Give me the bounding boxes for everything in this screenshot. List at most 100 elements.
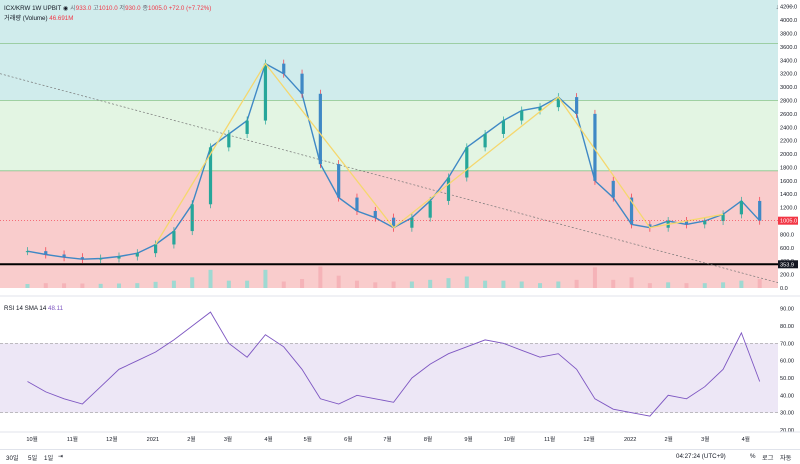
volume-bar [592,267,597,288]
volume-bar [391,281,396,288]
volume-bar [171,280,176,288]
candle-body [611,180,615,198]
candle-body [446,177,451,201]
more-icon[interactable]: ⋯ [787,4,794,11]
volume-bar [263,269,268,288]
price-tick-label: 2800.0 [780,98,797,104]
volume-bar [519,281,524,288]
candle-body [80,257,84,260]
candle-body [245,120,249,134]
candle-body [556,97,560,108]
candle-body [208,147,213,205]
price-tick-label: 1600.0 [780,179,797,185]
price-tick-label: 3000.0 [780,85,797,91]
price-tick-label: 1200.0 [780,206,797,212]
volume-bar [409,281,414,288]
price-tick-label: 4200.0 [780,5,797,11]
close-label: 종 [142,5,149,12]
volume-legend[interactable]: 거래량 (Volume) 46.691M [4,13,73,22]
volume-bar [647,283,652,288]
candle-body [575,97,579,114]
volume-bar [666,282,671,288]
percent-toggle[interactable]: % [750,453,756,460]
rsi-legend[interactable]: RSI 14 SMA 14 48.11 [4,305,63,312]
volume-label: 거래량 (Volume) [4,15,48,22]
symbol-name[interactable]: ICX/KRW [4,5,31,12]
time-tick-label: 11월 [544,435,555,443]
time-tick-label: 11월 [67,435,78,443]
time-tick-label: 2월 [187,435,195,443]
bottom-toolbar: 30일 5일 1일 ⇥ 04:27:24 (UTC+9) % 로그 자동 [0,449,800,463]
volume-bar [721,282,726,288]
volume-bar [336,275,341,288]
zigzag-overlay [155,62,724,245]
candle-body [501,120,506,134]
candle-body [465,147,469,178]
candle-body [538,107,542,111]
candle-body [703,221,707,225]
volume-bar [684,283,689,288]
open-value: 933.0 [75,5,92,12]
time-tick-label: 3월 [224,435,232,443]
time-tick-label: 3월 [701,435,709,443]
volume-bar [25,284,30,288]
clock[interactable]: 04:27:24 (UTC+9) [676,453,726,460]
pane-controls[interactable]: ↓ ⋯ [776,3,794,11]
candle-body [721,214,725,222]
candle-body [410,217,414,228]
candle-body [117,256,121,259]
low-label: 저 [119,5,126,12]
candle-body [62,254,66,258]
open-label: 시 [70,5,76,12]
low-value: 930.0 [125,5,141,12]
log-toggle[interactable]: 로그 [762,455,774,462]
volume-bar [574,279,579,288]
auto-toggle[interactable]: 자동 [780,455,792,462]
range-5d-button[interactable]: 5일 [28,455,38,462]
candle-body [684,221,689,225]
symbol-legend[interactable]: ICX/KRW 1W UPBIT ◉ 시933.0 고1010.0 저930.0… [4,3,211,12]
arrow-down-icon[interactable]: ↓ [775,4,780,11]
volume-bar [446,278,451,288]
rsi-tick-label: 20.00 [780,428,794,434]
candle-body [337,164,341,198]
volume-bar [373,282,378,288]
rsi-line [27,311,761,417]
candle-body [44,251,48,255]
candle-body [300,73,304,94]
price-tick-label: 1800.0 [780,165,797,171]
time-tick-label: 7월 [383,435,391,443]
interval[interactable]: 1W [32,5,42,12]
volume-bar [43,283,48,288]
eye-icon[interactable]: ◉ [62,5,69,12]
date-range-icon[interactable]: ⇥ [58,453,64,460]
volume-bar [428,279,433,288]
range-30d-button[interactable]: 30일 [6,455,19,462]
volume-bar [281,281,286,288]
volume-bar [80,283,85,288]
time-tick-label: 2022 [624,437,636,443]
current-price-tag-bg [778,216,798,225]
change-value: +72.0 (+7.72%) [168,5,212,12]
candle-body [373,210,377,218]
time-tick-label: 9월 [464,435,472,443]
volume-bar [300,279,305,288]
time-tick-label: 2021 [147,437,159,443]
current-price-tag: 1005.0 [780,219,797,225]
range-1d-button[interactable]: 1일 [44,455,54,462]
price-tick-label: 2400.0 [780,125,797,131]
candle-body [25,251,30,253]
rsi-tick-label: 70.00 [780,341,794,347]
time-tick-label: 12월 [106,435,117,443]
volume-bar [98,283,103,288]
price-tick-label: 2200.0 [780,139,797,145]
price-tick-label: 3400.0 [780,58,797,64]
rsi-value: 48.11 [48,305,64,312]
volume-bar [757,279,762,288]
volume-bar [116,283,121,288]
price-tick-label: 800.0 [780,232,794,238]
zone-above [0,0,778,44]
candle-body [520,110,524,121]
